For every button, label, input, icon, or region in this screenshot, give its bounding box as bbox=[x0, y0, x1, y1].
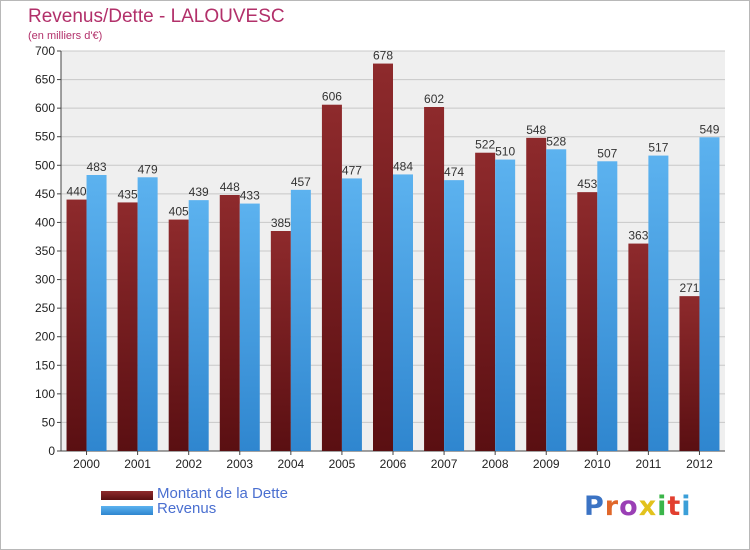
y-tick-label: 500 bbox=[35, 158, 55, 172]
revenue-bar bbox=[239, 203, 260, 451]
logo-letter: x bbox=[638, 491, 658, 522]
debt-value-label: 363 bbox=[628, 229, 648, 243]
y-tick-label: 50 bbox=[42, 415, 56, 429]
y-tick-label: 700 bbox=[35, 44, 55, 58]
debt-bar bbox=[168, 219, 189, 451]
debt-value-label: 602 bbox=[424, 92, 444, 106]
y-tick-label: 0 bbox=[48, 444, 55, 458]
y-tick-label: 450 bbox=[35, 187, 55, 201]
revenue-value-label: 484 bbox=[393, 159, 413, 173]
debt-bar bbox=[628, 243, 649, 451]
x-tick-label: 2005 bbox=[329, 457, 356, 471]
debt-bar bbox=[66, 199, 87, 451]
debt-value-label: 405 bbox=[169, 205, 189, 219]
revenue-value-label: 507 bbox=[597, 146, 617, 160]
revenue-bar bbox=[290, 189, 311, 451]
debt-bar bbox=[475, 152, 496, 451]
logo-letter: P bbox=[584, 491, 605, 522]
revenue-bar bbox=[188, 200, 209, 451]
revenue-value-label: 474 bbox=[444, 165, 464, 179]
y-tick-label: 300 bbox=[35, 273, 55, 287]
logo-letter: t bbox=[667, 491, 682, 522]
revenue-value-label: 477 bbox=[342, 163, 362, 177]
debt-value-label: 271 bbox=[679, 281, 699, 295]
revenue-value-label: 517 bbox=[648, 141, 668, 155]
legend-swatch-debt bbox=[101, 491, 153, 500]
debt-value-label: 678 bbox=[373, 49, 393, 63]
y-tick-label: 350 bbox=[35, 244, 55, 258]
y-tick-label: 200 bbox=[35, 330, 55, 344]
debt-bar bbox=[679, 296, 700, 451]
legend-label-revenue: Revenus bbox=[157, 500, 217, 517]
x-tick-label: 2003 bbox=[226, 457, 253, 471]
debt-value-label: 522 bbox=[475, 138, 495, 152]
x-tick-label: 2004 bbox=[277, 457, 304, 471]
revenue-bar bbox=[393, 174, 413, 451]
bars-layer bbox=[66, 63, 720, 452]
revenue-value-label: 528 bbox=[546, 134, 566, 148]
revenue-bar bbox=[341, 178, 362, 451]
revenue-value-label: 483 bbox=[87, 160, 107, 174]
y-tick-label: 250 bbox=[35, 301, 55, 315]
revenue-bar bbox=[444, 180, 465, 451]
revenue-bar bbox=[86, 175, 107, 451]
debt-value-label: 606 bbox=[322, 90, 342, 104]
revenue-value-label: 433 bbox=[240, 189, 260, 203]
y-tick-label: 650 bbox=[35, 73, 55, 87]
y-tick-label: 550 bbox=[35, 130, 55, 144]
bar-chart: 0 50 100 150 200 250 300 350 400 450 500 550 600 650 7… bbox=[35, 44, 725, 471]
debt-value-label: 435 bbox=[118, 187, 138, 201]
debt-value-label: 448 bbox=[220, 180, 240, 194]
y-tick-label: 600 bbox=[35, 101, 55, 115]
debt-bar bbox=[117, 202, 138, 451]
chart-title: Revenus/Dette - LALOUVESC bbox=[28, 6, 285, 27]
logo-letter: r bbox=[604, 491, 620, 522]
revenue-value-label: 457 bbox=[291, 175, 311, 189]
x-tick-label: 2001 bbox=[124, 457, 151, 471]
revenue-bar bbox=[546, 149, 567, 452]
chart-subtitle: (en milliers d'€) bbox=[28, 30, 103, 42]
legend-label-debt: Montant de la Dette bbox=[157, 485, 288, 502]
y-tick-label: 150 bbox=[35, 358, 55, 372]
debt-value-label: 440 bbox=[67, 185, 87, 199]
logo-letter: i bbox=[657, 491, 668, 522]
y-tick-label: 400 bbox=[35, 215, 55, 229]
logo-letter: i bbox=[681, 491, 692, 522]
debt-bar bbox=[577, 192, 598, 451]
y-tick-label: 100 bbox=[35, 387, 55, 401]
debt-value-label: 548 bbox=[526, 123, 546, 137]
x-tick-label: 2007 bbox=[431, 457, 458, 471]
debt-bar bbox=[526, 137, 547, 451]
debt-value-label: 453 bbox=[577, 177, 597, 191]
debt-bar bbox=[424, 107, 445, 451]
legend-swatch-revenue bbox=[101, 506, 153, 515]
proxiti-logo: Proxiti bbox=[584, 491, 692, 522]
debt-bar bbox=[219, 195, 240, 451]
revenue-bar bbox=[597, 161, 618, 452]
revenue-bar bbox=[137, 177, 158, 452]
x-tick-label: 2000 bbox=[73, 457, 100, 471]
logo-letter: o bbox=[619, 491, 639, 522]
revenue-bar bbox=[495, 159, 516, 452]
revenue-value-label: 510 bbox=[495, 145, 515, 159]
revenue-bar bbox=[648, 155, 669, 452]
debt-value-label: 385 bbox=[271, 216, 291, 230]
x-tick-label: 2006 bbox=[380, 457, 407, 471]
x-tick-label: 2002 bbox=[175, 457, 202, 471]
revenue-value-label: 549 bbox=[699, 122, 719, 136]
debt-bar bbox=[373, 63, 393, 451]
x-tick-label: 2008 bbox=[482, 457, 509, 471]
x-tick-label: 2009 bbox=[533, 457, 560, 471]
revenue-value-label: 439 bbox=[189, 185, 209, 199]
revenue-bar bbox=[699, 137, 720, 452]
x-tick-label: 2010 bbox=[584, 457, 611, 471]
revenue-value-label: 479 bbox=[138, 162, 158, 176]
x-tick-label: 2012 bbox=[686, 457, 713, 471]
x-tick-label: 2011 bbox=[635, 457, 661, 471]
debt-bar bbox=[270, 231, 291, 451]
debt-bar bbox=[321, 104, 342, 451]
